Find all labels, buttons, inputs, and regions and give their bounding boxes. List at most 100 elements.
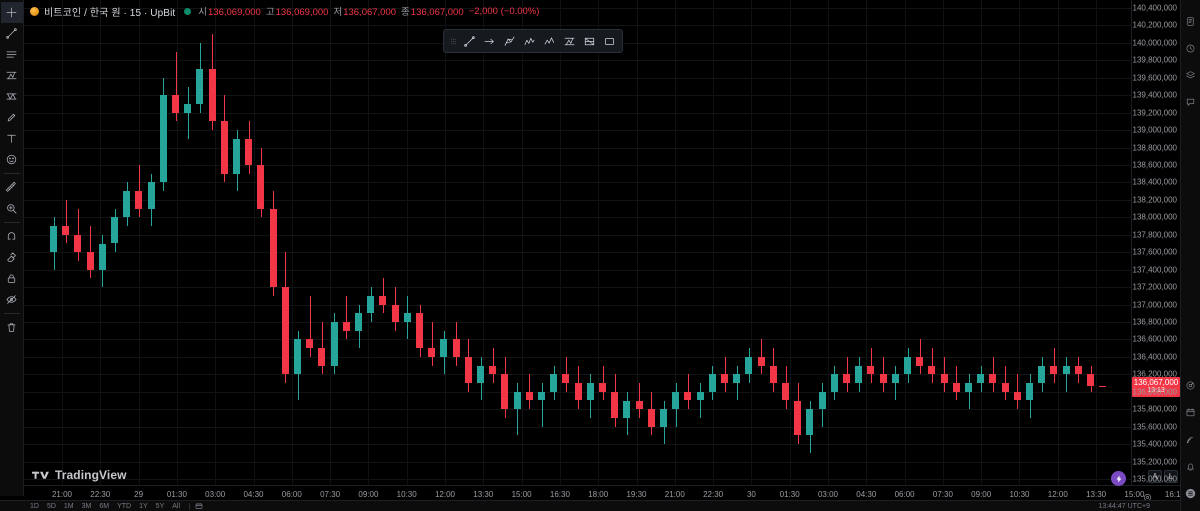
pitchfork-icon[interactable] bbox=[499, 31, 519, 51]
chart-canvas[interactable] bbox=[24, 0, 1131, 485]
candle-body bbox=[513, 391, 521, 410]
emoji-icon[interactable] bbox=[1, 149, 23, 170]
timeframe-button[interactable]: All bbox=[172, 502, 181, 510]
timeframe-button[interactable]: 1D bbox=[30, 502, 39, 510]
price-tick: 139,000,000 bbox=[1132, 125, 1178, 135]
timeframe-button[interactable]: 3M bbox=[81, 502, 92, 510]
price-tick: 135,600,000 bbox=[1132, 422, 1178, 432]
candle-body bbox=[1074, 365, 1082, 375]
candle-body bbox=[916, 356, 924, 366]
gridline bbox=[254, 0, 255, 485]
gridline bbox=[24, 165, 1131, 166]
gridline bbox=[24, 235, 1131, 236]
alerts-clock-icon[interactable] bbox=[1181, 35, 1200, 62]
candle-wick bbox=[1053, 348, 1055, 384]
price-change: −2,000 (−0.00%) bbox=[468, 5, 540, 17]
stream-icon[interactable] bbox=[1181, 426, 1200, 453]
data-window-icon[interactable] bbox=[1181, 62, 1200, 89]
candle-body bbox=[391, 304, 399, 322]
timeframe-button[interactable]: 5Y bbox=[155, 502, 165, 510]
calendar-icon[interactable] bbox=[1181, 399, 1200, 426]
price-tick: 136,400,000 bbox=[1132, 352, 1178, 362]
gridline bbox=[24, 113, 1131, 114]
candle-body bbox=[818, 391, 826, 410]
price-tick: 138,800,000 bbox=[1132, 143, 1178, 153]
arrow-icon[interactable] bbox=[479, 31, 499, 51]
cursor-crosshair-icon[interactable] bbox=[0, 2, 23, 23]
candle-body bbox=[855, 365, 863, 384]
candle-body bbox=[1013, 391, 1021, 401]
gridline bbox=[100, 0, 101, 485]
bell-icon[interactable] bbox=[1181, 453, 1200, 480]
fib-retracement-icon[interactable] bbox=[1, 65, 23, 86]
gridline bbox=[215, 0, 216, 485]
gridline bbox=[24, 409, 1131, 410]
bolt-icon[interactable] bbox=[1111, 471, 1126, 486]
zoom-in-icon[interactable] bbox=[1, 198, 23, 219]
time-tick: 29 bbox=[134, 490, 144, 499]
candle-body bbox=[989, 374, 997, 384]
trend-line-icon[interactable] bbox=[459, 31, 479, 51]
timeframe-button[interactable]: 5D bbox=[46, 502, 56, 510]
trend-line-icon[interactable] bbox=[1, 23, 23, 44]
timeframe-button[interactable]: 6M bbox=[99, 502, 110, 510]
right-sidebar-toolbar[interactable] bbox=[1180, 0, 1200, 511]
fib-retracement-icon[interactable] bbox=[559, 31, 579, 51]
apps-grid-icon[interactable] bbox=[1181, 480, 1200, 507]
auto-scale-button[interactable]: A bbox=[1148, 470, 1162, 483]
timeframe-button[interactable]: YTD bbox=[117, 502, 132, 510]
candle-body bbox=[233, 138, 240, 174]
scale-mode-toggle[interactable]: A L bbox=[1148, 470, 1178, 483]
price-tick: 136,200,000 bbox=[1132, 369, 1178, 379]
timeframe-buttons[interactable]: 1D 5D 1M 3M 6M YTD 1Y 5Y All bbox=[26, 503, 184, 510]
text-icon[interactable] bbox=[1, 128, 23, 149]
bottom-status-bar[interactable]: 1D 5D 1M 3M 6M YTD 1Y 5Y All 13:44:47 UTC+9 bbox=[0, 500, 1180, 511]
gridline bbox=[24, 444, 1131, 445]
floating-drawing-toolbar[interactable] bbox=[443, 29, 623, 53]
measure-ruler-icon[interactable] bbox=[1, 177, 23, 198]
candle-body bbox=[501, 374, 509, 410]
time-tick: 15:00 bbox=[1124, 490, 1145, 499]
calendar-range-icon[interactable] bbox=[195, 502, 203, 510]
gridline bbox=[368, 0, 369, 485]
ohlc-item: 저136,067,000 bbox=[333, 7, 396, 18]
zigzag-icon[interactable] bbox=[539, 31, 559, 51]
watchlist-icon[interactable] bbox=[1181, 8, 1200, 35]
divider bbox=[189, 502, 191, 510]
current-price-badge: 136,067,000 13:13 bbox=[1132, 376, 1180, 398]
pattern-icon[interactable] bbox=[1, 86, 23, 107]
chat-icon[interactable] bbox=[1181, 89, 1200, 116]
lock-icon[interactable] bbox=[1, 268, 23, 289]
timeframe-button[interactable]: 1M bbox=[63, 502, 74, 510]
price-tick: 136,600,000 bbox=[1132, 334, 1178, 344]
gridline bbox=[483, 0, 484, 485]
horizontal-lines-icon[interactable] bbox=[1, 44, 23, 65]
time-tick: 10:30 bbox=[396, 490, 417, 499]
gann-box-icon[interactable] bbox=[579, 31, 599, 51]
elliott-wave-icon[interactable] bbox=[519, 31, 539, 51]
time-tick: 21:00 bbox=[664, 490, 685, 499]
gridline bbox=[24, 182, 1131, 183]
price-scale[interactable]: 136,067,000 13:13 A L 140,400,000 140,200… bbox=[1131, 0, 1180, 485]
candle-body bbox=[843, 374, 850, 384]
timeframe-button[interactable]: 1Y bbox=[139, 502, 148, 510]
left-drawing-toolbar[interactable] bbox=[0, 0, 24, 496]
drag-grip-icon[interactable] bbox=[447, 31, 459, 51]
log-scale-button[interactable]: L bbox=[1164, 470, 1178, 483]
magnet-icon[interactable] bbox=[1, 226, 23, 247]
eraser-icon[interactable] bbox=[1, 247, 23, 268]
price-tick: 138,600,000 bbox=[1132, 160, 1178, 170]
candle-wick bbox=[895, 365, 897, 401]
candle-body bbox=[452, 339, 460, 357]
gridline bbox=[24, 462, 1131, 463]
ideas-icon[interactable] bbox=[1181, 372, 1200, 399]
gridline bbox=[24, 427, 1131, 428]
brush-icon[interactable] bbox=[1, 107, 23, 128]
symbol-title[interactable]: 비트코인 / 한국 원 · 15 · UpBit bbox=[44, 7, 176, 19]
time-tick: 01:30 bbox=[779, 490, 800, 499]
rectangle-icon[interactable] bbox=[599, 31, 619, 51]
session-clock: 13:44:47 UTC+9 bbox=[1098, 502, 1150, 510]
eye-hide-icon[interactable] bbox=[1, 289, 23, 310]
time-scale[interactable]: 21:00 22:30 29 01:30 03:00 04:30 06:00 07:30 09:… bbox=[24, 485, 1180, 503]
trash-icon[interactable] bbox=[1, 317, 23, 338]
